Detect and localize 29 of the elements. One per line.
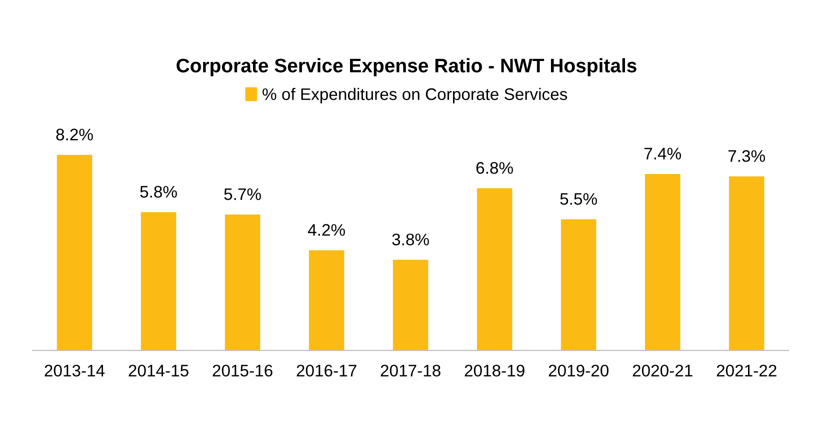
bar [560, 219, 596, 350]
x-tick-label: 2015-16 [212, 364, 272, 377]
x-tick-label: 2014-15 [128, 364, 188, 377]
data-label: 4.2% [308, 224, 345, 236]
x-tick-label: 2013-14 [44, 364, 105, 377]
bar [644, 174, 680, 350]
data-label: 5.5% [560, 193, 597, 205]
chart-title: Corporate Service Expense Ratio - NWT Hospitals [176, 58, 636, 76]
bar [56, 154, 92, 350]
bar [224, 214, 260, 350]
data-label: 8.2% [56, 128, 93, 140]
data-label: 7.4% [644, 148, 681, 160]
data-label: 7.3% [728, 150, 766, 162]
x-tick-label: 2019-20 [548, 364, 609, 377]
legend-label: % of Expenditures on Corporate Services [262, 88, 568, 104]
x-tick-label: 2020-21 [632, 364, 692, 377]
x-tick-label: 2018-19 [464, 364, 524, 377]
bar [476, 188, 512, 350]
bar [728, 176, 764, 350]
bar [140, 212, 176, 350]
data-label: 6.8% [476, 162, 513, 174]
data-label: 3.8% [392, 234, 429, 246]
x-tick-label: 2021-22 [716, 364, 776, 377]
x-tick-label: 2017-18 [380, 364, 440, 377]
data-label: 5.7% [224, 188, 261, 200]
bar [308, 250, 344, 350]
data-label: 5.8% [140, 186, 177, 198]
x-tick-label: 2016-17 [296, 364, 356, 377]
bar [392, 260, 428, 350]
